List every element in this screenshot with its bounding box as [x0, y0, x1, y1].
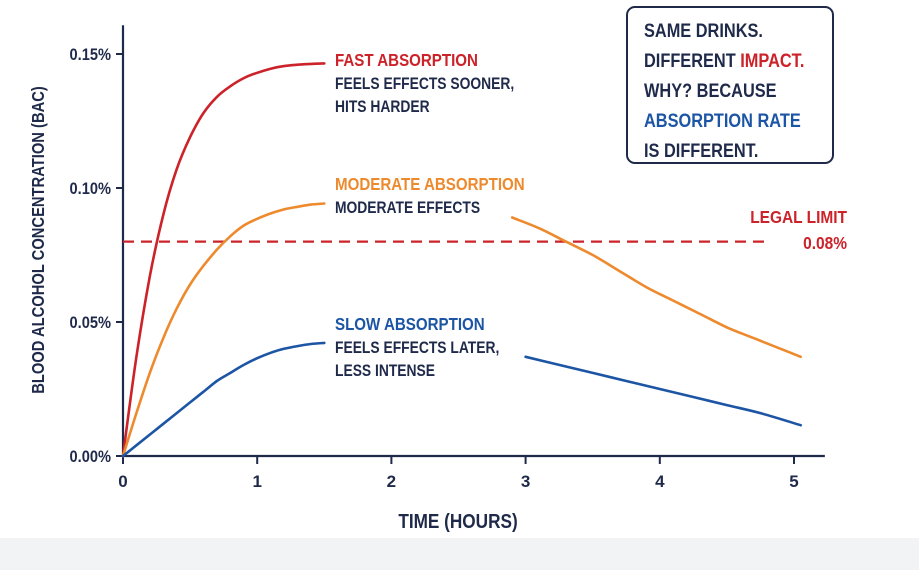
callout-text: SAME DRINKS.	[644, 21, 763, 42]
x-tick-label: 5	[789, 472, 798, 491]
y-tick-label: 0.00%	[70, 448, 111, 466]
series-note-label: MODERATE EFFECTS	[335, 199, 480, 217]
callout-text: IS DIFFERENT.	[644, 141, 759, 162]
x-axis-label: TIME (HOURS)	[398, 510, 517, 533]
series-line-2-segment-0	[121, 341, 326, 458]
series-line-2-segment-1	[524, 355, 802, 427]
callout-text: WHY? BECAUSE	[644, 81, 777, 102]
legal-limit-label: LEGAL LIMIT	[750, 207, 847, 227]
callout-line: SAME DRINKS.	[644, 17, 806, 47]
callout-line: DIFFERENT IMPACT.	[644, 47, 806, 77]
callout-line: IS DIFFERENT.	[644, 137, 806, 167]
callout-text: ABSORPTION RATE	[644, 111, 801, 132]
series-note-label: FEELS EFFECTS SOONER,	[335, 75, 514, 93]
legal-limit-value: 0.08%	[803, 233, 847, 253]
bottom-band	[0, 538, 919, 570]
series-name-label: FAST ABSORPTION	[335, 50, 478, 71]
series-note-label: LESS INTENSE	[335, 362, 435, 380]
y-tick-label: 0.10%	[70, 180, 111, 198]
series-line-0-segment-0	[121, 62, 326, 458]
series-name-label: SLOW ABSORPTION	[335, 314, 485, 335]
callout-line: WHY? BECAUSE	[644, 77, 806, 107]
ticks: 0 1 2 3 4 5 0.00% 0.05% 0.10% 0.15%	[70, 46, 799, 491]
y-axis-label: BLOOD ALCOHOL CONCENTRATION (BAC)	[29, 86, 49, 394]
x-tick-label: 3	[521, 472, 530, 491]
x-tick-label: 0	[118, 472, 127, 491]
series-labels: FAST ABSORPTION FEELS EFFECTS SOONER, HITS…	[335, 50, 525, 381]
x-tick-label: 1	[252, 472, 261, 491]
callout-line: ABSORPTION RATE	[644, 107, 806, 137]
callout-text: DIFFERENT	[644, 51, 741, 72]
y-tick-label: 0.15%	[70, 46, 111, 64]
legal-limit-reference: LEGAL LIMIT 0.08%	[123, 207, 848, 253]
series-name-label: MODERATE ABSORPTION	[335, 174, 525, 195]
series-note-label: HITS HARDER	[335, 98, 430, 116]
x-tick-label: 4	[655, 472, 665, 491]
y-tick-label: 0.05%	[70, 314, 111, 332]
series-note-label: FEELS EFFECTS LATER,	[335, 339, 499, 357]
series-line-1-segment-0	[121, 202, 326, 458]
callout-box: SAME DRINKS. DIFFERENT IMPACT. WHY? BECAUS…	[626, 6, 834, 164]
x-tick-label: 2	[387, 472, 396, 491]
series-group	[121, 62, 802, 458]
callout-text: IMPACT.	[740, 51, 805, 72]
series-line-1-segment-1	[510, 216, 802, 359]
